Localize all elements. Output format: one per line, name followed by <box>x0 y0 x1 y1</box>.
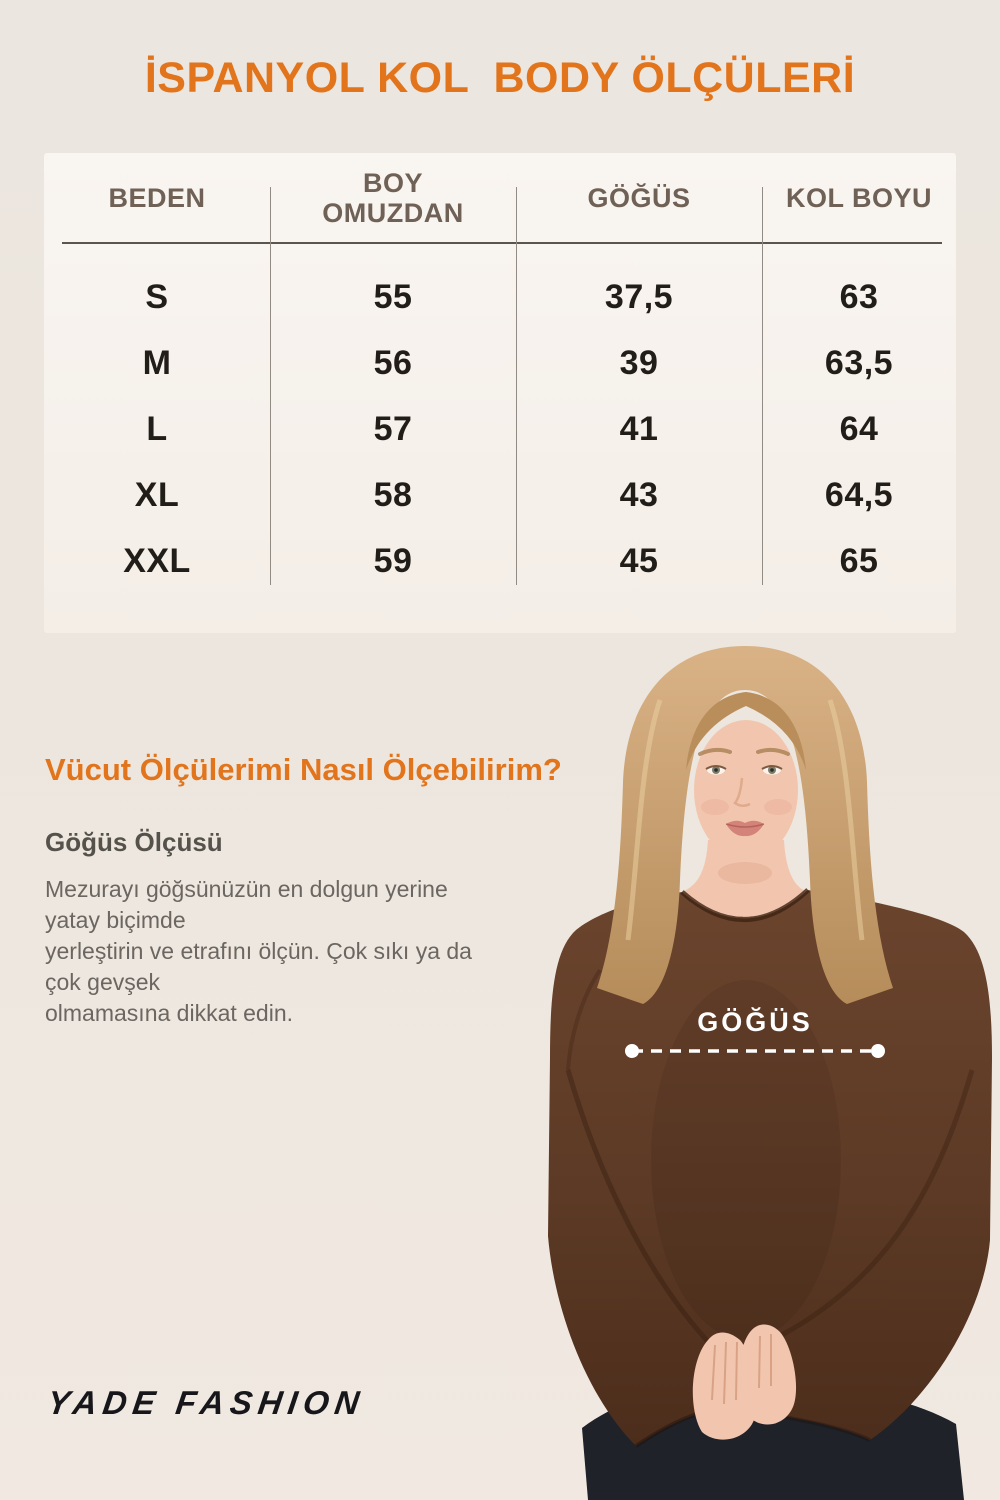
measure-label: GÖĞÜS <box>697 1006 813 1037</box>
value-cell: 56 <box>373 343 413 382</box>
guide-body-text: Mezurayı göğsünüzün en dolgun yerine yat… <box>45 876 472 1026</box>
size-cell: M <box>142 343 172 382</box>
table-row: XXL 59 45 65 <box>44 528 956 594</box>
hair-fringe-right <box>746 692 806 770</box>
column-header-gogus: GÖĞÜS <box>587 182 691 213</box>
lips <box>725 820 765 837</box>
header-divider <box>62 242 942 244</box>
value-cell: 59 <box>373 541 413 580</box>
value-cell: 41 <box>619 409 659 448</box>
model-photo: GÖĞÜS <box>548 646 992 1500</box>
guide-subheading: Göğüs Ölçüsü <box>45 827 223 857</box>
measure-endpoint-right <box>871 1044 885 1058</box>
table-row: XL 58 43 64,5 <box>44 462 956 528</box>
size-table-card: BEDEN BOY OMUZDAN GÖĞÜS KOL BOYU S 55 37… <box>44 153 956 633</box>
hair-fringe-left <box>686 692 746 770</box>
eyebrow-right <box>756 747 790 756</box>
value-cell: 37,5 <box>604 277 674 316</box>
size-cell: L <box>146 409 168 448</box>
value-cell: 58 <box>373 475 413 514</box>
eye-right <box>761 765 783 775</box>
table-row: S 55 37,5 63 <box>44 264 956 330</box>
table-header-row: BEDEN BOY OMUZDAN GÖĞÜS KOL BOYU <box>44 153 956 242</box>
value-cell: 57 <box>373 409 413 448</box>
column-divider <box>762 187 763 585</box>
brand-logo: YADE FASHION <box>45 1384 368 1421</box>
size-cell: XXL <box>123 541 191 580</box>
column-header-boy-omuzdan: BOY OMUZDAN <box>322 167 464 228</box>
value-cell: 64,5 <box>824 475 894 514</box>
brown-top <box>548 888 992 1448</box>
value-cell: 63,5 <box>824 343 894 382</box>
hair <box>597 646 893 1004</box>
table-row: M 56 39 63,5 <box>44 330 956 396</box>
column-divider <box>270 187 271 585</box>
column-header-beden: BEDEN <box>108 182 206 213</box>
value-cell: 64 <box>839 409 879 448</box>
size-cell: S <box>145 277 169 316</box>
nose <box>733 777 751 807</box>
hands <box>692 1324 797 1440</box>
value-cell: 63 <box>839 277 879 316</box>
measure-annotation: GÖĞÜS <box>625 1006 885 1058</box>
table-row: L 57 41 64 <box>44 396 956 462</box>
value-cell: 43 <box>619 475 659 514</box>
table-body: S 55 37,5 63 M 56 39 63,5 L 57 41 64 XL … <box>44 264 956 594</box>
value-cell: 39 <box>619 343 659 382</box>
column-divider <box>516 187 517 585</box>
value-cell: 55 <box>373 277 413 316</box>
guide-heading: Vücut Ölçülerimi Nasıl Ölçebilirim? <box>45 752 562 787</box>
eyebrow-left <box>698 747 732 756</box>
measure-endpoint-left <box>625 1044 639 1058</box>
value-cell: 65 <box>839 541 879 580</box>
page-title: İSPANYOL KOL BODY ÖLÇÜLERİ <box>144 54 856 102</box>
face <box>686 692 806 860</box>
size-cell: XL <box>134 475 180 514</box>
column-header-kol-boyu: KOL BOYU <box>785 182 932 213</box>
eye-left <box>705 765 727 775</box>
value-cell: 45 <box>619 541 659 580</box>
